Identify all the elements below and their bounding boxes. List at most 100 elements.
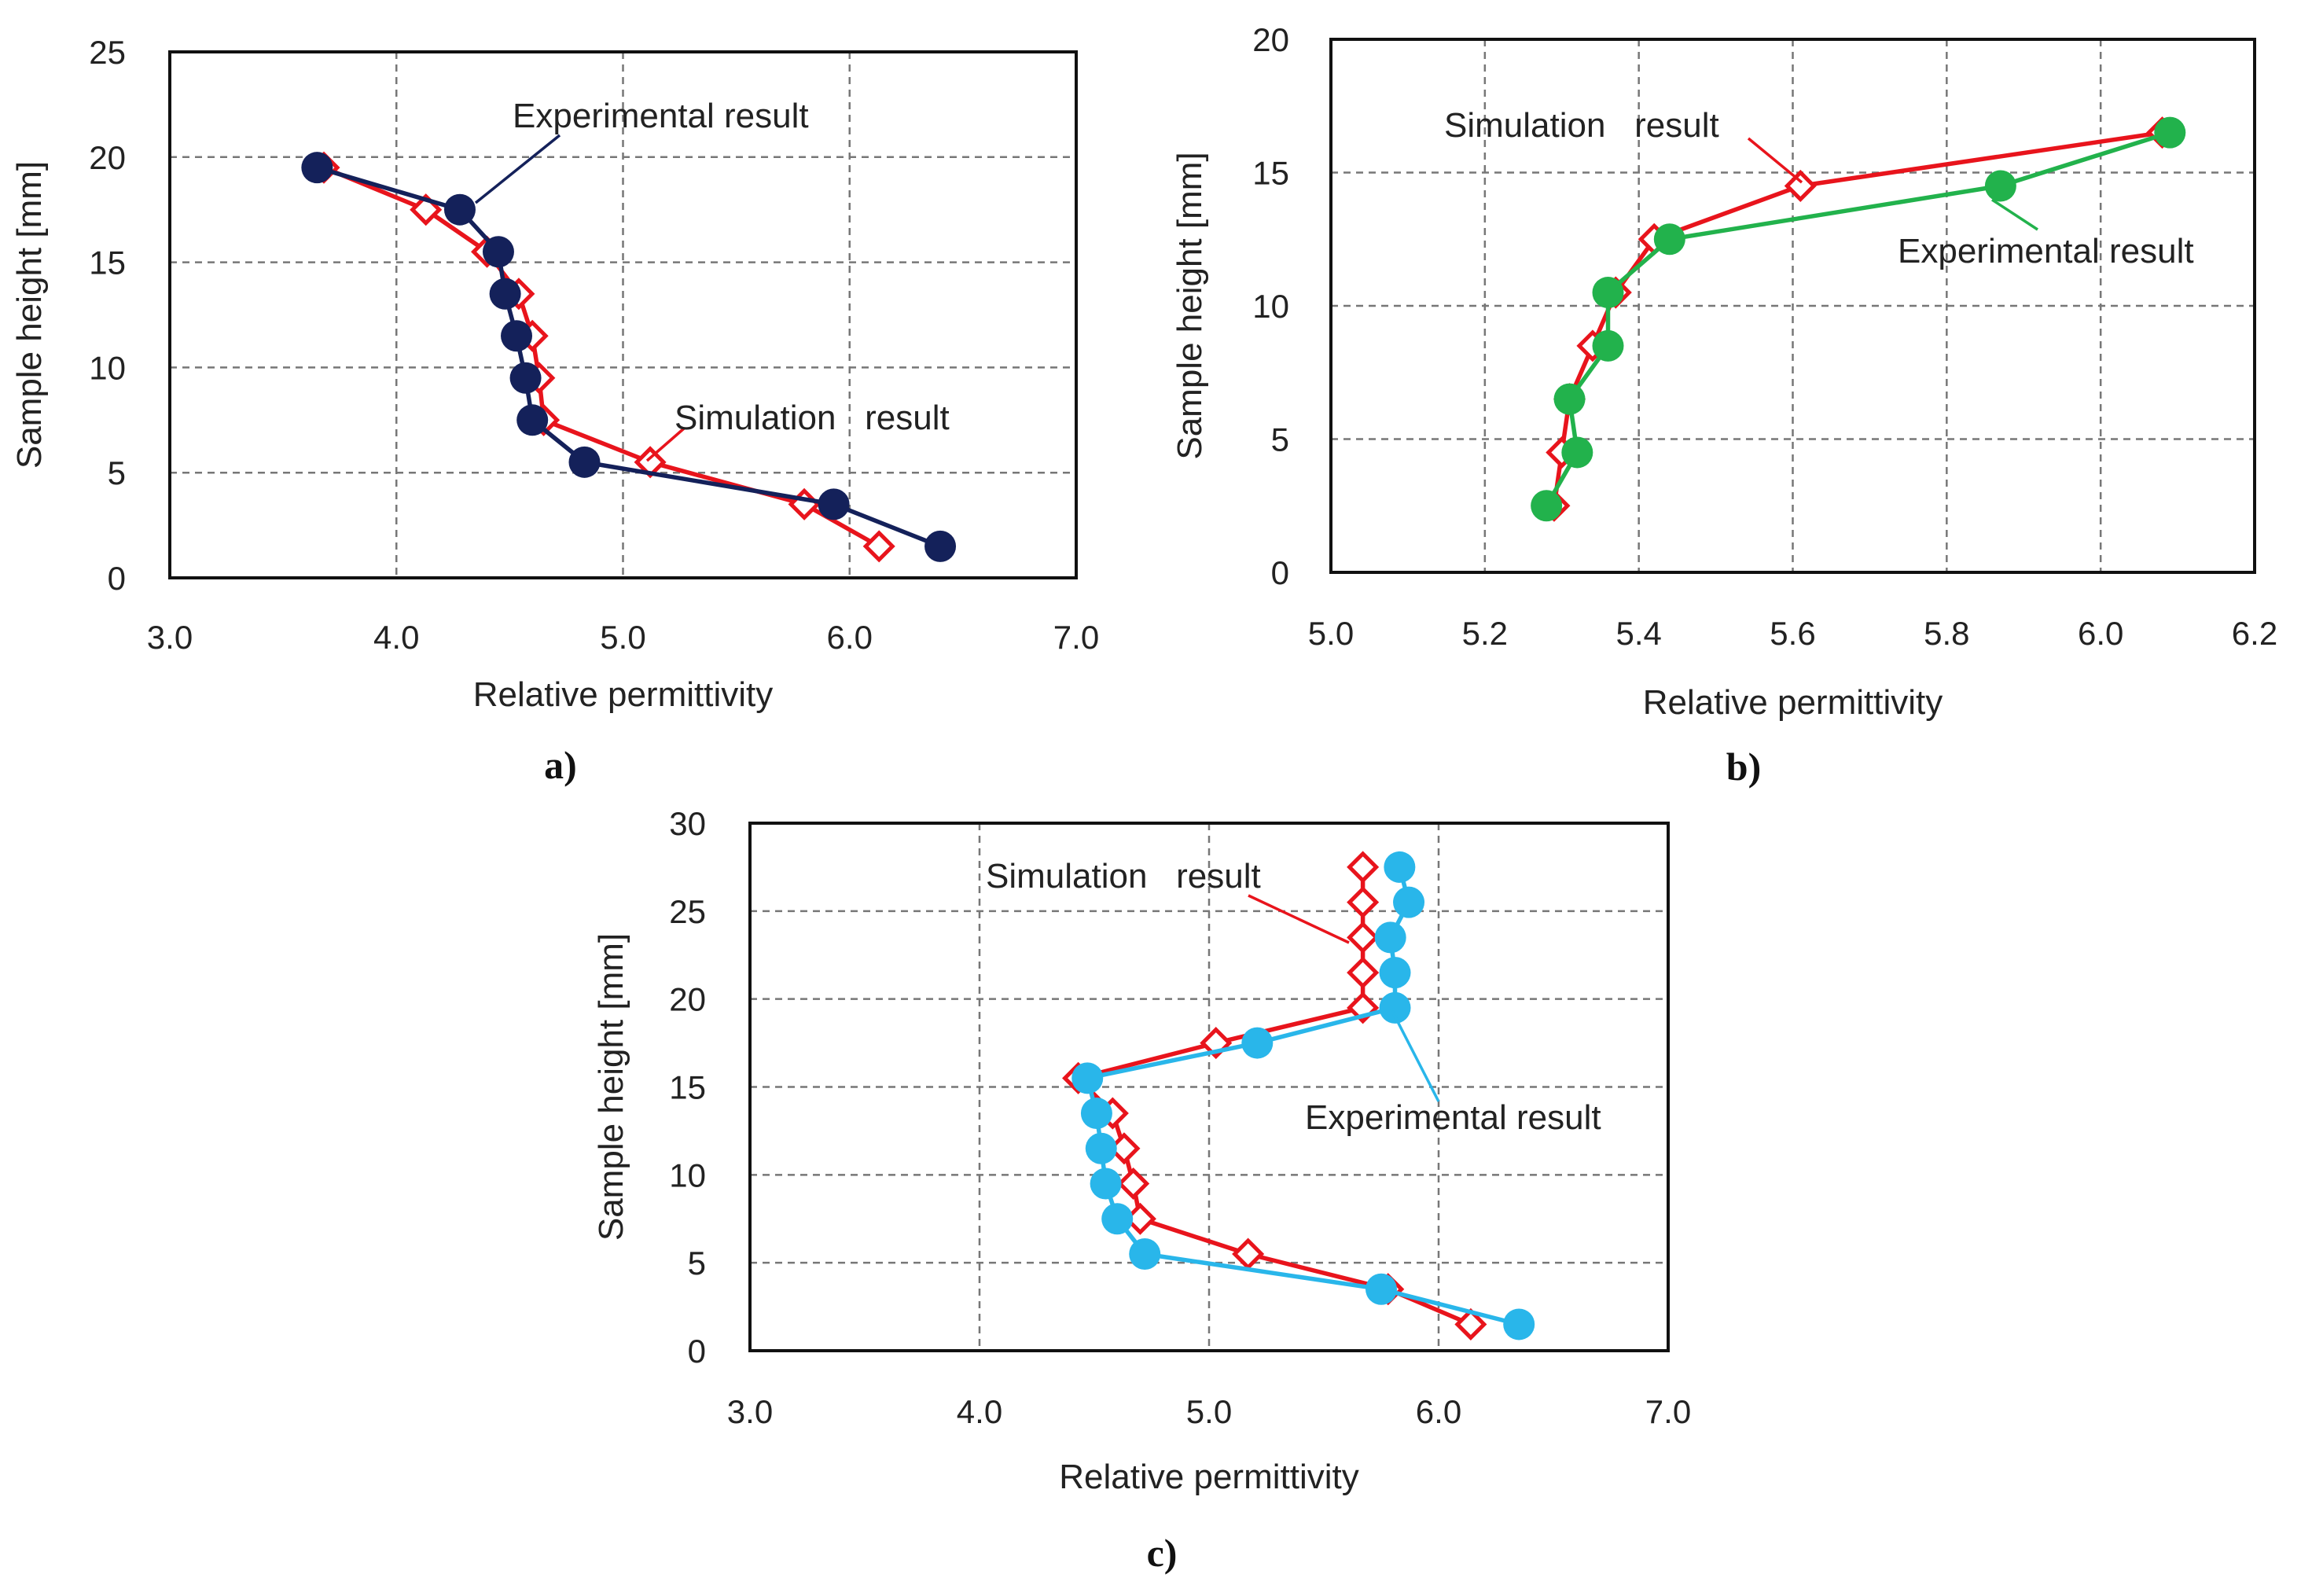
y-tick-label: 0 — [688, 1333, 706, 1370]
annotation-label: Experimental result — [1305, 1098, 1601, 1137]
y-tick-label: 30 — [669, 805, 706, 842]
data-point-circle — [1592, 277, 1624, 309]
data-point-circle — [1384, 851, 1416, 883]
annotation-leader-line — [1991, 198, 2038, 231]
x-tick-label: 5.0 — [1186, 1393, 1232, 1430]
y-axis-title: Sample height [mm] — [10, 161, 49, 469]
x-tick-label: 3.0 — [147, 619, 193, 656]
data-point-circle — [1503, 1308, 1535, 1340]
data-point-diamond — [1347, 886, 1380, 919]
data-point-circle — [568, 446, 601, 478]
y-axis-title: Sample height [mm] — [592, 933, 630, 1241]
plot-frame — [1329, 38, 2256, 574]
data-point-circle — [1085, 1132, 1117, 1164]
data-point-diamond — [1454, 1307, 1487, 1340]
data-point-circle — [443, 193, 476, 226]
series-line — [322, 165, 880, 549]
plot-frame — [748, 822, 1670, 1352]
panel-label: c) — [1147, 1531, 1178, 1575]
data-point-diamond — [862, 530, 895, 563]
x-tick-label: 5.6 — [1770, 615, 1815, 652]
x-tick-label: 5.4 — [1615, 615, 1661, 652]
data-point-circle — [301, 152, 333, 184]
data-point-circle — [818, 488, 850, 520]
series-experimental — [301, 152, 957, 562]
plot-area — [170, 52, 1076, 578]
x-tick-label: 5.0 — [1308, 615, 1354, 652]
series-experimental — [1531, 116, 2186, 522]
data-point-circle — [1553, 383, 1586, 415]
data-point-diamond — [1347, 956, 1380, 989]
data-point-circle — [1653, 223, 1685, 256]
data-point-diamond — [634, 446, 667, 479]
data-point-circle — [1090, 1168, 1122, 1200]
x-tick-label: 4.0 — [373, 619, 419, 656]
panel-label: a) — [544, 743, 577, 787]
annotation-label: Simulation result — [1444, 106, 1719, 145]
data-point-circle — [1592, 329, 1624, 362]
y-tick-label: 15 — [669, 1069, 706, 1106]
y-tick-label: 15 — [1252, 155, 1289, 192]
data-point-diamond — [1117, 1167, 1150, 1201]
data-point-circle — [1366, 1273, 1397, 1305]
y-tick-label: 20 — [89, 139, 126, 176]
data-point-circle — [1984, 170, 2016, 202]
y-tick-label: 5 — [108, 454, 126, 491]
x-tick-label: 5.2 — [1462, 615, 1508, 652]
annotation-leader-line — [645, 427, 686, 462]
y-tick-label: 10 — [1252, 288, 1289, 325]
annotation-leader-line — [1747, 137, 1803, 184]
data-point-circle — [1393, 886, 1425, 918]
x-tick-label: 5.0 — [600, 619, 645, 656]
data-point-circle — [1080, 1098, 1112, 1130]
y-tick-label: 5 — [688, 1245, 706, 1282]
y-tick-label: 20 — [669, 981, 706, 1018]
x-tick-label: 5.8 — [1924, 615, 1969, 652]
data-point-circle — [1561, 436, 1593, 469]
data-point-circle — [1071, 1062, 1104, 1094]
x-axis-title: Relative permittivity — [1643, 683, 1943, 722]
data-point-circle — [509, 362, 542, 394]
x-axis-title: Relative permittivity — [1059, 1458, 1358, 1496]
x-tick-label: 4.0 — [957, 1393, 1002, 1430]
data-point-diamond — [1347, 851, 1380, 884]
gridlines — [750, 823, 1668, 1351]
annotation-leader-line — [474, 134, 561, 204]
chart-panel-c: 3.0 4.0 5.0 6.0 7.0 0 5 10 15 20 25 30 Relative perm… — [592, 805, 1691, 1575]
y-tick-label: 0 — [108, 560, 126, 597]
x-axis-title: Relative permittivity — [473, 675, 773, 714]
y-tick-label: 10 — [669, 1157, 706, 1193]
data-point-circle — [1241, 1027, 1274, 1059]
data-point-circle — [924, 530, 957, 562]
data-point-circle — [1379, 957, 1411, 989]
data-point-circle — [482, 236, 514, 268]
series-simulation — [1062, 851, 1487, 1340]
data-point-circle — [1129, 1237, 1161, 1270]
data-point-circle — [1531, 490, 1563, 522]
x-tick-label: 3.0 — [727, 1393, 773, 1430]
chart-panel-a: 3.0 4.0 5.0 6.0 7.0 0 5 10 15 20 25 Relative permit… — [10, 34, 1099, 787]
data-point-circle — [2154, 116, 2186, 149]
y-tick-label: 25 — [89, 34, 126, 71]
y-axis-title: Sample height [mm] — [1171, 152, 1209, 459]
y-tick-label: 10 — [89, 349, 126, 386]
series-line — [316, 165, 942, 549]
data-point-circle — [1379, 991, 1411, 1024]
annotation-leader-line — [1248, 894, 1350, 944]
y-tick-label: 20 — [1252, 21, 1289, 58]
data-point-circle — [489, 278, 521, 310]
data-point-circle — [516, 404, 549, 436]
x-tick-label: 7.0 — [1645, 1393, 1691, 1430]
data-point-diamond — [1347, 921, 1380, 954]
y-tick-label: 25 — [669, 893, 706, 930]
data-point-circle — [1101, 1203, 1134, 1235]
plot-frame — [168, 50, 1078, 579]
y-tick-label: 5 — [1271, 421, 1289, 458]
x-tick-label: 6.0 — [2078, 615, 2123, 652]
annotation-label: Experimental result — [1898, 232, 2194, 270]
data-point-diamond — [1784, 169, 1817, 202]
y-tick-label: 0 — [1271, 554, 1289, 591]
data-point-circle — [1374, 921, 1406, 954]
x-tick-label: 6.2 — [2232, 615, 2277, 652]
